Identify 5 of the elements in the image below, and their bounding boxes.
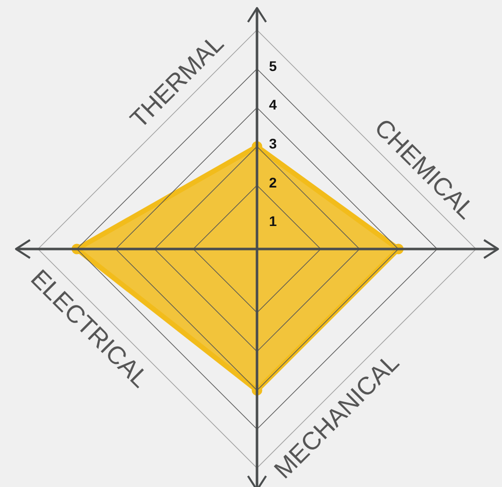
y-tick-label: 1 xyxy=(269,213,277,230)
y-tick-label: 4 xyxy=(269,96,277,113)
y-tick-label: 5 xyxy=(269,58,277,74)
y-tick-label: 3 xyxy=(269,135,277,152)
y-tick-label: 2 xyxy=(269,174,277,190)
